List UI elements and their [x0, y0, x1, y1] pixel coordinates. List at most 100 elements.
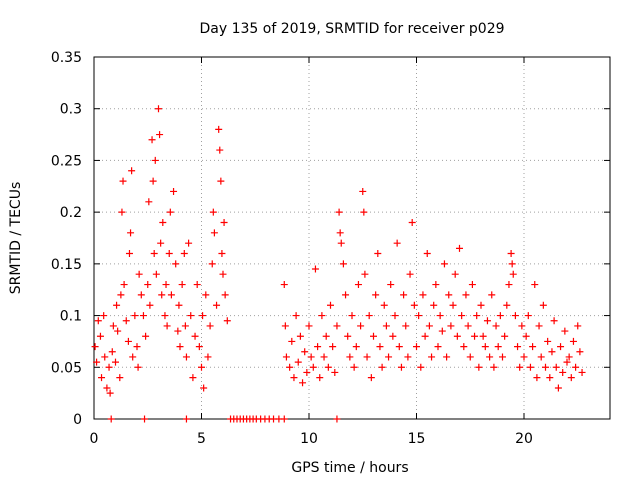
data-point — [150, 250, 158, 258]
data-point — [292, 312, 300, 320]
data-point — [359, 187, 367, 195]
data-point — [449, 301, 457, 309]
data-point — [494, 343, 502, 351]
data-point — [320, 353, 328, 361]
data-point — [282, 353, 290, 361]
data-point — [219, 270, 227, 278]
grid-lines — [94, 57, 610, 419]
x-tick-label: 5 — [197, 431, 206, 447]
data-point — [105, 363, 113, 371]
data-point — [148, 136, 156, 144]
data-point — [280, 415, 288, 423]
data-point — [106, 389, 114, 397]
data-point — [337, 239, 345, 247]
data-point — [314, 343, 322, 351]
data-point — [176, 343, 184, 351]
data-point — [101, 353, 109, 361]
data-point — [492, 322, 500, 330]
data-point — [342, 291, 350, 299]
data-point — [193, 281, 201, 289]
data-point — [113, 301, 121, 309]
data-point — [122, 317, 130, 325]
data-point — [456, 244, 463, 252]
y-tick-label: 0 — [73, 412, 82, 428]
data-point — [432, 281, 440, 289]
data-point — [464, 322, 472, 330]
data-point — [531, 281, 539, 289]
data-point — [552, 363, 560, 371]
data-point — [301, 348, 309, 356]
data-point — [451, 270, 459, 278]
data-point — [208, 260, 216, 268]
data-point — [376, 343, 384, 351]
data-point — [554, 384, 562, 392]
data-point — [430, 301, 438, 309]
data-point — [158, 291, 166, 299]
data-point — [303, 368, 311, 376]
data-point — [191, 332, 199, 340]
data-point — [151, 156, 159, 164]
data-point — [445, 291, 453, 299]
data-point — [453, 332, 461, 340]
data-point — [344, 332, 352, 340]
data-point — [434, 343, 442, 351]
data-point — [286, 363, 294, 371]
data-point — [198, 363, 205, 371]
data-point — [119, 177, 127, 185]
data-point — [363, 353, 371, 361]
data-point — [144, 281, 152, 289]
data-point — [574, 322, 582, 330]
data-point — [505, 281, 513, 289]
data-point — [563, 358, 571, 366]
data-point — [217, 177, 225, 185]
data-point — [202, 291, 210, 299]
y-tick-label: 0.1 — [60, 309, 82, 325]
data-point — [94, 317, 102, 325]
data-point — [112, 358, 119, 366]
data-point — [335, 208, 343, 216]
data-point — [488, 291, 496, 299]
data-point — [447, 322, 455, 330]
data-point — [348, 312, 356, 320]
x-tick-label: 10 — [300, 431, 318, 447]
data-point — [152, 270, 160, 278]
data-point — [503, 301, 511, 309]
data-point — [108, 348, 116, 356]
data-point — [361, 270, 369, 278]
data-point — [189, 374, 197, 382]
data-point — [526, 363, 534, 371]
data-point — [166, 208, 174, 216]
data-point — [546, 374, 554, 382]
data-point — [107, 415, 115, 423]
y-tick-label: 0.05 — [51, 360, 82, 376]
data-point — [400, 291, 408, 299]
data-point — [181, 322, 189, 330]
data-point — [333, 415, 341, 423]
data-point — [443, 353, 451, 361]
data-point — [125, 250, 133, 258]
data-point — [473, 312, 481, 320]
data-point — [109, 322, 117, 330]
data-point — [178, 281, 186, 289]
data-point — [391, 312, 399, 320]
data-point — [170, 187, 178, 195]
data-point — [141, 415, 149, 423]
data-point — [365, 312, 373, 320]
data-point — [209, 208, 217, 216]
data-point — [288, 337, 296, 345]
data-point — [175, 301, 183, 309]
y-tick-label: 0.15 — [51, 257, 82, 273]
data-point — [174, 327, 182, 335]
data-point — [458, 312, 466, 320]
data-point — [206, 322, 214, 330]
data-point — [182, 415, 190, 423]
data-point — [483, 317, 491, 325]
data-point — [479, 332, 487, 340]
y-tick-label: 0.35 — [51, 50, 82, 66]
data-point — [511, 312, 519, 320]
data-point — [466, 353, 474, 361]
data-point — [223, 317, 231, 325]
data-point — [180, 250, 188, 258]
data-point — [156, 131, 164, 139]
